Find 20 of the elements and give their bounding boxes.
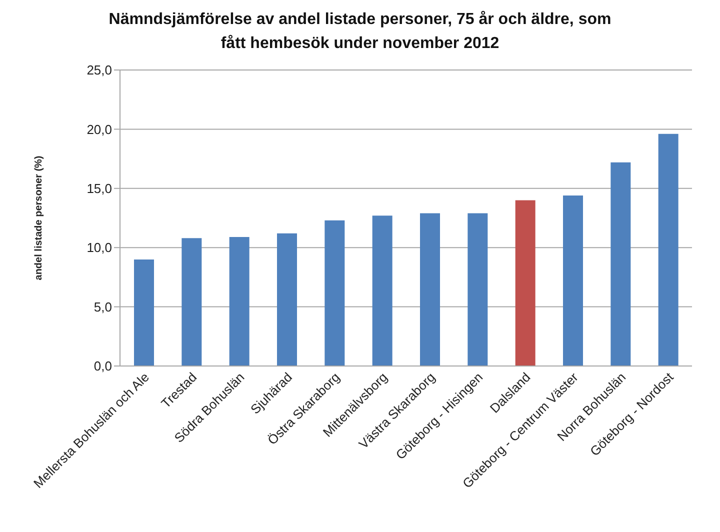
bar: [372, 216, 392, 366]
y-axis-title: andel listade personer (%): [34, 156, 45, 280]
bar: [515, 200, 536, 366]
bar: [324, 220, 345, 366]
bar: [610, 162, 631, 366]
y-tick-label: 20,0: [86, 122, 112, 137]
bar: [658, 134, 678, 366]
bar: [563, 196, 583, 366]
bar: [277, 233, 297, 366]
y-tick-label: 0,0: [94, 358, 112, 374]
bar: [134, 259, 154, 366]
chart-title: Nämndsjämförelse av andel listade personer, 75 år och äldre, som fått hembesök under november 2012: [108, 10, 612, 54]
y-tick-label: 10,0: [86, 240, 112, 256]
y-tick-label: 15,0: [86, 181, 112, 196]
bar: [182, 238, 202, 366]
y-tick-label: 25,0: [86, 62, 112, 78]
bar: [468, 213, 488, 366]
y-tick-label: 5,0: [94, 299, 112, 314]
bar: [420, 213, 440, 366]
bar: [229, 236, 250, 366]
